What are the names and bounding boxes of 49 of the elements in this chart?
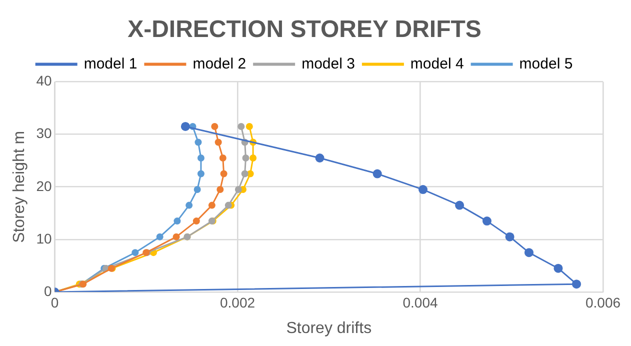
x-tick-label: 0.004 bbox=[402, 294, 438, 310]
y-axis-title: Storey height m bbox=[11, 130, 28, 243]
legend-label: model 1 bbox=[84, 55, 138, 72]
legend-label: model 2 bbox=[192, 55, 246, 72]
point bbox=[197, 170, 204, 178]
point bbox=[197, 154, 204, 162]
point bbox=[224, 202, 232, 209]
point bbox=[524, 248, 534, 258]
point bbox=[482, 216, 492, 226]
legend-label: model 4 bbox=[410, 55, 464, 72]
legend-label: model 5 bbox=[519, 55, 573, 72]
point bbox=[241, 170, 248, 178]
point bbox=[192, 218, 200, 225]
x-tick-label: 0.006 bbox=[585, 294, 621, 310]
point bbox=[132, 249, 139, 256]
point bbox=[214, 138, 222, 146]
point bbox=[242, 154, 250, 162]
y-tick-label: 40 bbox=[36, 72, 52, 89]
point bbox=[238, 122, 245, 130]
point bbox=[455, 200, 464, 210]
y-tick-label: 0 bbox=[44, 282, 52, 299]
y-tick-label: 10 bbox=[36, 230, 52, 246]
point bbox=[156, 233, 164, 240]
point bbox=[554, 264, 563, 273]
point bbox=[250, 154, 257, 162]
point bbox=[219, 154, 226, 162]
point bbox=[315, 154, 324, 162]
point bbox=[505, 232, 514, 242]
point bbox=[220, 170, 228, 178]
point bbox=[174, 218, 181, 225]
legend-label: model 3 bbox=[302, 55, 355, 72]
point bbox=[372, 169, 382, 178]
point bbox=[216, 186, 224, 194]
point bbox=[208, 202, 216, 209]
y-tick-label: 20 bbox=[36, 178, 52, 194]
point bbox=[418, 185, 428, 194]
point bbox=[194, 186, 201, 194]
chart-title: X-DIRECTION STOREY DRIFTS bbox=[128, 16, 482, 44]
x-axis-title: Storey drifts bbox=[286, 320, 372, 337]
point bbox=[234, 186, 242, 194]
x-tick-label: 0.002 bbox=[220, 294, 256, 310]
point bbox=[194, 138, 202, 146]
point bbox=[172, 233, 180, 240]
y-tick-label: 30 bbox=[36, 125, 52, 142]
point bbox=[180, 122, 190, 131]
point bbox=[186, 202, 193, 209]
point bbox=[211, 122, 218, 130]
point bbox=[572, 280, 582, 289]
point bbox=[246, 122, 253, 130]
